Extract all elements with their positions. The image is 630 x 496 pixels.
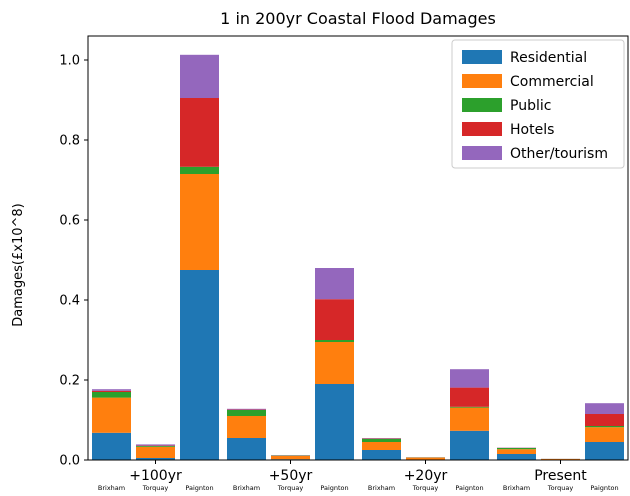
bar-segment-residential [315, 384, 354, 460]
bar-segment-public [315, 340, 354, 342]
bar-segment-other-tourism [585, 403, 624, 414]
bar-segment-public [92, 392, 131, 398]
bar-segment-residential [362, 450, 401, 460]
chart-title: 1 in 200yr Coastal Flood Damages [220, 9, 496, 28]
bar-segment-public [362, 438, 401, 442]
bar-segment-public [180, 166, 219, 174]
bar-segment-residential [136, 458, 175, 460]
bar-segment-public [497, 448, 536, 450]
group-tick-label: +50yr [269, 468, 313, 484]
bar-segment-commercial [497, 449, 536, 454]
bar-segment-commercial [136, 446, 175, 458]
bar-segment-hotels [315, 299, 354, 340]
legend-label: Hotels [510, 122, 554, 138]
legend-label: Other/tourism [510, 146, 608, 162]
location-tick-label: Paignton [185, 484, 213, 492]
legend-label: Public [510, 98, 551, 114]
legend-swatch [462, 50, 502, 64]
y-tick-label: 0.6 [59, 214, 80, 229]
legend-swatch [462, 74, 502, 88]
group-tick-label: Present [534, 468, 587, 484]
bar-segment-public [227, 410, 266, 416]
bar-segment-other-tourism [227, 408, 266, 410]
legend-swatch [462, 98, 502, 112]
y-tick-label: 0.2 [59, 374, 80, 389]
bar-segment-hotels [450, 387, 489, 407]
bar-segment-commercial [585, 427, 624, 442]
bar-segment-commercial [180, 174, 219, 270]
location-tick-label: Paignton [455, 484, 483, 492]
y-tick-label: 0.8 [59, 134, 80, 149]
bar-segment-other-tourism [136, 444, 175, 446]
bar-segment-residential [227, 438, 266, 460]
group-tick-label: +20yr [404, 468, 448, 484]
bar-segment-commercial [315, 342, 354, 384]
group-tick-label: +100yr [129, 468, 182, 484]
bar-segment-commercial [541, 459, 580, 460]
bar-segment-commercial [362, 442, 401, 450]
bar-segment-commercial [450, 407, 489, 431]
location-tick-label: Brixham [233, 484, 260, 492]
bar-segment-public [585, 426, 624, 428]
location-tick-label: Paignton [320, 484, 348, 492]
bar-segment-residential [92, 432, 131, 460]
bar-segment-other-tourism [450, 369, 489, 388]
location-tick-label: Torquay [547, 484, 574, 492]
location-tick-label: Brixham [503, 484, 530, 492]
bar-segment-other-tourism [315, 268, 354, 300]
bar-segment-commercial [92, 397, 131, 433]
location-tick-label: Torquay [277, 484, 304, 492]
location-tick-label: Brixham [368, 484, 395, 492]
bar-segment-residential [180, 270, 219, 460]
bar-segment-residential [450, 430, 489, 460]
y-tick-label: 0.4 [59, 294, 80, 309]
bar-segment-residential [585, 442, 624, 460]
location-tick-label: Paignton [590, 484, 618, 492]
bar-segment-public [136, 446, 175, 447]
legend: Residential Commercial Public Hotels Other/t… [451, 39, 625, 169]
bar-segment-other-tourism [92, 389, 131, 391]
legend-swatch [462, 146, 502, 160]
bar-segment-residential [497, 454, 536, 460]
bar-segment-hotels [585, 414, 624, 426]
legend-swatch [462, 122, 502, 136]
bar-segment-commercial [271, 456, 310, 460]
location-tick-label: Brixham [98, 484, 125, 492]
legend-label: Commercial [510, 74, 594, 90]
bar-segment-commercial [406, 457, 445, 460]
y-tick-label: 0.0 [59, 454, 80, 469]
y-tick-label: 1.0 [59, 54, 80, 69]
location-tick-label: Torquay [412, 484, 439, 492]
bar-segment-hotels [92, 390, 131, 392]
legend-label: Residential [510, 50, 587, 66]
y-axis-label: Damages(£x10^8) [11, 203, 26, 326]
bar-segment-other-tourism [180, 54, 219, 98]
plot-frame [87, 35, 629, 461]
bar-segment-hotels [180, 98, 219, 167]
location-tick-label: Torquay [142, 484, 169, 492]
bar-segment-public [450, 406, 489, 408]
bar-segment-commercial [227, 416, 266, 438]
axes: 0.0 0.2 0.4 0.6 0.8 1.0 [59, 35, 629, 469]
